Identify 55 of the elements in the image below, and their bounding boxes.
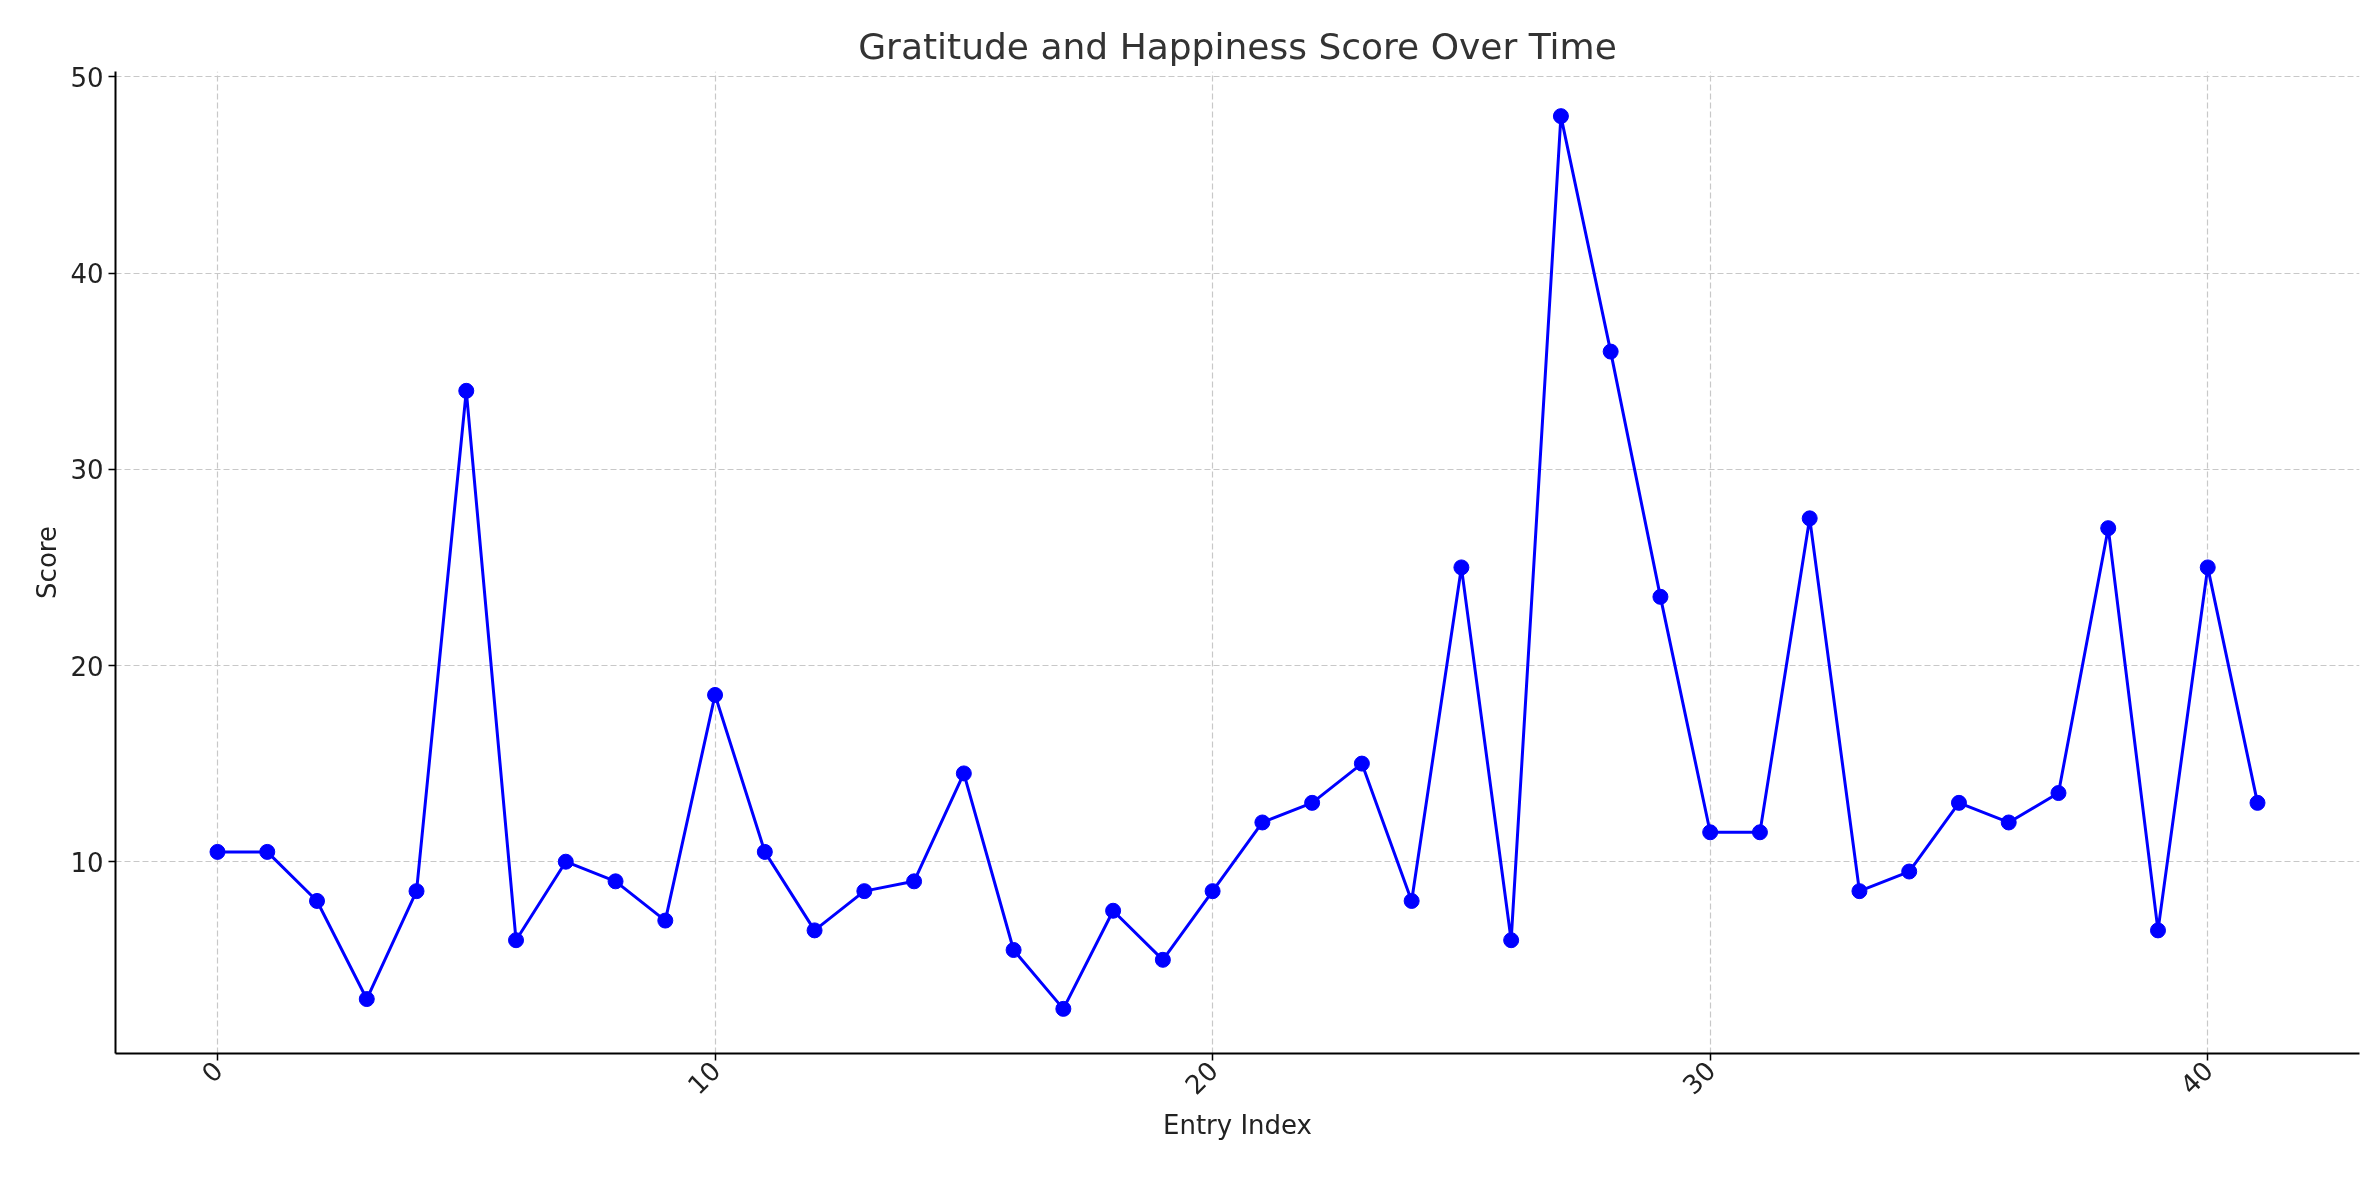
point (1751, 824, 1768, 841)
point (2149, 922, 2166, 939)
point (2000, 814, 2017, 831)
point (1552, 108, 1569, 125)
point (607, 873, 624, 890)
x-tick-label: 30 (1676, 1055, 1722, 1101)
x-tick-label: 0 (195, 1055, 229, 1089)
chart-title: Gratitude and Happiness Score Over Time (858, 25, 1617, 67)
point (1503, 932, 1520, 949)
x-tick-label: 20 (1179, 1055, 1224, 1101)
point (209, 843, 226, 860)
x-axis-title: Entry Index (1162, 1110, 1313, 1141)
point (2050, 785, 2067, 802)
point (806, 922, 823, 939)
point (1851, 883, 1868, 900)
point (657, 912, 674, 929)
point (1702, 824, 1719, 841)
point (1005, 942, 1022, 958)
point (309, 892, 326, 909)
y-axis-title: Score (32, 526, 63, 599)
point (2199, 559, 2216, 576)
point (906, 873, 923, 890)
y-tick-label: 50 (70, 62, 104, 93)
point (1254, 814, 1271, 831)
y-tick-label: 40 (70, 259, 104, 290)
point (1901, 863, 1918, 880)
point (1950, 794, 1967, 811)
point (2100, 520, 2117, 537)
x-tick-label: 40 (2174, 1055, 2220, 1101)
point (1154, 951, 1171, 968)
point (1105, 902, 1122, 919)
y-tick-label: 10 (70, 847, 104, 878)
point (707, 686, 724, 703)
point (557, 853, 574, 870)
point (1602, 343, 1619, 360)
point (1453, 559, 1470, 576)
point (408, 883, 425, 900)
point (1403, 892, 1420, 909)
point (1652, 588, 1669, 605)
point (1055, 1000, 1072, 1017)
point (856, 883, 873, 900)
y-tick-label: 20 (70, 651, 104, 682)
point (1801, 510, 1818, 527)
point (2249, 794, 2266, 811)
point (458, 382, 475, 399)
point (756, 843, 773, 860)
point (508, 932, 525, 949)
point (1204, 883, 1221, 900)
point (955, 765, 972, 782)
point (1304, 794, 1321, 811)
x-tick-label: 10 (681, 1055, 727, 1101)
point (358, 991, 375, 1008)
point (259, 843, 276, 860)
y-tick-label: 30 (70, 455, 104, 486)
point (1353, 755, 1370, 772)
